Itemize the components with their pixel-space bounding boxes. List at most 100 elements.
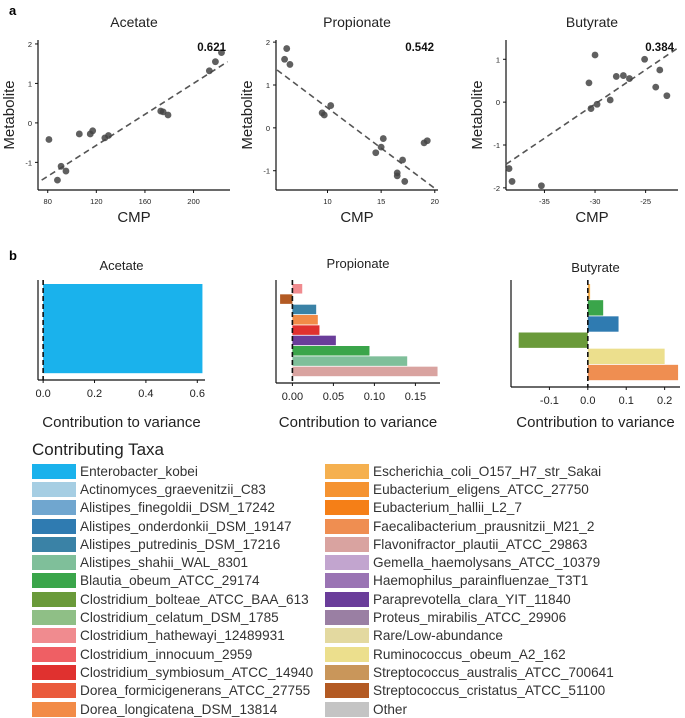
legend-label: Eubacterium_hallii_L2_7 xyxy=(373,500,522,516)
legend-label: Dorea_longicatena_DSM_13814 xyxy=(80,701,278,717)
data-point xyxy=(377,143,385,151)
legend-swatch xyxy=(32,518,76,534)
chart-title: Acetate xyxy=(110,14,158,30)
legend-item: Ruminococcus_obeum_A2_162 xyxy=(325,645,618,663)
data-point xyxy=(399,156,406,164)
correlation-annotation: 0.384 xyxy=(645,42,674,54)
data-point xyxy=(281,55,288,63)
data-point xyxy=(159,108,167,116)
data-point xyxy=(591,51,599,59)
data-point xyxy=(626,75,633,82)
legend-item: Alistipes_finegoldii_DSM_17242 xyxy=(32,499,325,517)
legend-item: Streptococcus_cristatus_ATCC_51100 xyxy=(325,682,618,700)
legend-swatch xyxy=(32,701,76,717)
legend-item: Alistipes_putredinis_DSM_17216 xyxy=(32,535,325,553)
legend-swatch xyxy=(325,481,369,497)
chart-title: Propionate xyxy=(327,256,390,271)
data-point xyxy=(62,167,70,175)
legend-column: Escherichia_coli_O157_H7_str_Sakai Eubact… xyxy=(325,462,618,718)
x-tick-label: 0.1 xyxy=(619,395,634,407)
legend-swatch xyxy=(32,536,76,552)
x-tick-label: 200 xyxy=(187,197,200,206)
legend-swatch xyxy=(325,591,369,607)
data-point xyxy=(57,162,65,170)
scatter-chart-2: Propionate 10 15 20 -1 0 1 2 0.542 CMP Metabolite xyxy=(239,14,439,226)
legend-label: Clostridium_hathewayi_12489931 xyxy=(80,628,285,644)
legend-label: Alistipes_onderdonkii_DSM_19147 xyxy=(80,518,292,534)
chart-title: Acetate xyxy=(99,258,143,273)
data-point xyxy=(89,127,97,135)
x-axis-label: CMP xyxy=(340,209,373,226)
y-tick-label: -1 xyxy=(493,141,500,150)
legend-label: Actinomyces_graevenitzii_C83 xyxy=(80,481,266,497)
legend-item: Dorea_longicatena_DSM_13814 xyxy=(32,700,325,718)
legend-item: Flavonifractor_plautii_ATCC_29863 xyxy=(325,535,618,553)
y-tick-label: -1 xyxy=(25,158,32,167)
x-tick-label: 0.00 xyxy=(282,391,303,403)
legend-swatch xyxy=(32,500,76,516)
bar xyxy=(587,364,679,381)
y-tick-label: 1 xyxy=(28,79,32,88)
legend-label: Gemella_haemolysans_ATCC_10379 xyxy=(373,555,601,571)
legend-label: Clostridium_symbiosum_ATCC_14940 xyxy=(80,664,314,680)
legend-item: Other xyxy=(325,700,618,718)
y-tick-label: 0 xyxy=(266,124,270,133)
data-point xyxy=(379,135,387,142)
legend-columns: Enterobacter_kobei Actinomyces_graevenitz… xyxy=(32,462,672,718)
legend-item: Clostridium_celatum_DSM_1785 xyxy=(32,608,325,626)
bar xyxy=(587,300,604,316)
y-tick-label: 2 xyxy=(266,38,270,47)
x-axis-label: CMP xyxy=(117,209,150,226)
legend-swatch xyxy=(325,646,369,662)
legend-label: Flavonifractor_plautii_ATCC_29863 xyxy=(373,536,588,552)
legend-item: Clostridium_innocuum_2959 xyxy=(32,645,325,663)
panel-b-label: b xyxy=(9,248,17,263)
legend-swatch xyxy=(325,683,369,699)
data-point xyxy=(656,66,664,74)
legend-label: Paraprevotella_clara_YIT_11840 xyxy=(373,591,571,607)
data-point xyxy=(423,137,431,145)
bar xyxy=(292,315,318,325)
data-point xyxy=(372,149,380,157)
scatter-chart-1: Acetate 80 120 160 200 -1 0 1 2 0.621 CMP Metabolit… xyxy=(1,14,230,226)
data-point xyxy=(652,83,660,91)
x-axis-label: Contribution to variance xyxy=(516,414,674,431)
bar-chart-1: Acetate 0.0 0.2 0.4 0.6 Contribution to varia… xyxy=(35,258,205,431)
data-point xyxy=(606,96,614,104)
x-tick-label: 0.05 xyxy=(323,391,344,403)
legend-item: Paraprevotella_clara_YIT_11840 xyxy=(325,590,618,608)
legend-label: Alistipes_putredinis_DSM_17216 xyxy=(80,536,281,552)
data-point xyxy=(393,172,401,180)
data-point xyxy=(75,130,83,138)
legend-label: Faecalibacterium_prausnitzii_M21_2 xyxy=(373,518,595,534)
legend-item: Dorea_formicigenerans_ATCC_27755 xyxy=(32,682,325,700)
chart-title: Propionate xyxy=(323,14,391,30)
data-point xyxy=(585,79,593,87)
legend-item: Clostridium_symbiosum_ATCC_14940 xyxy=(32,663,325,681)
bar xyxy=(292,325,320,335)
regression-line xyxy=(276,69,438,191)
y-tick-label: -1 xyxy=(263,167,270,176)
x-tick-label: 120 xyxy=(90,197,103,206)
legend-swatch xyxy=(325,555,369,571)
x-tick-label: 80 xyxy=(44,197,52,206)
legend-title: Contributing Taxa xyxy=(32,440,164,459)
data-point xyxy=(218,49,225,57)
bar xyxy=(587,348,665,365)
y-tick-label: 1 xyxy=(266,81,270,90)
legend-label: Other xyxy=(373,701,407,717)
data-point xyxy=(205,67,213,75)
data-point xyxy=(641,55,649,63)
legend-item: Eubacterium_hallii_L2_7 xyxy=(325,499,618,517)
legend-item: Streptococcus_australis_ATCC_700641 xyxy=(325,663,618,681)
data-point xyxy=(401,178,409,185)
legend-label: Blautia_obeum_ATCC_29174 xyxy=(80,573,260,589)
chart-title: Butyrate xyxy=(571,260,619,275)
bar-chart-3: Butyrate -0.1 0.0 0.1 0.2 Contribution to var… xyxy=(510,260,680,431)
legend-label: Enterobacter_kobei xyxy=(80,463,198,479)
x-tick-label: 0.10 xyxy=(364,391,385,403)
legend-label: Clostridium_celatum_DSM_1785 xyxy=(80,610,279,626)
x-axis-label: CMP xyxy=(575,209,608,226)
